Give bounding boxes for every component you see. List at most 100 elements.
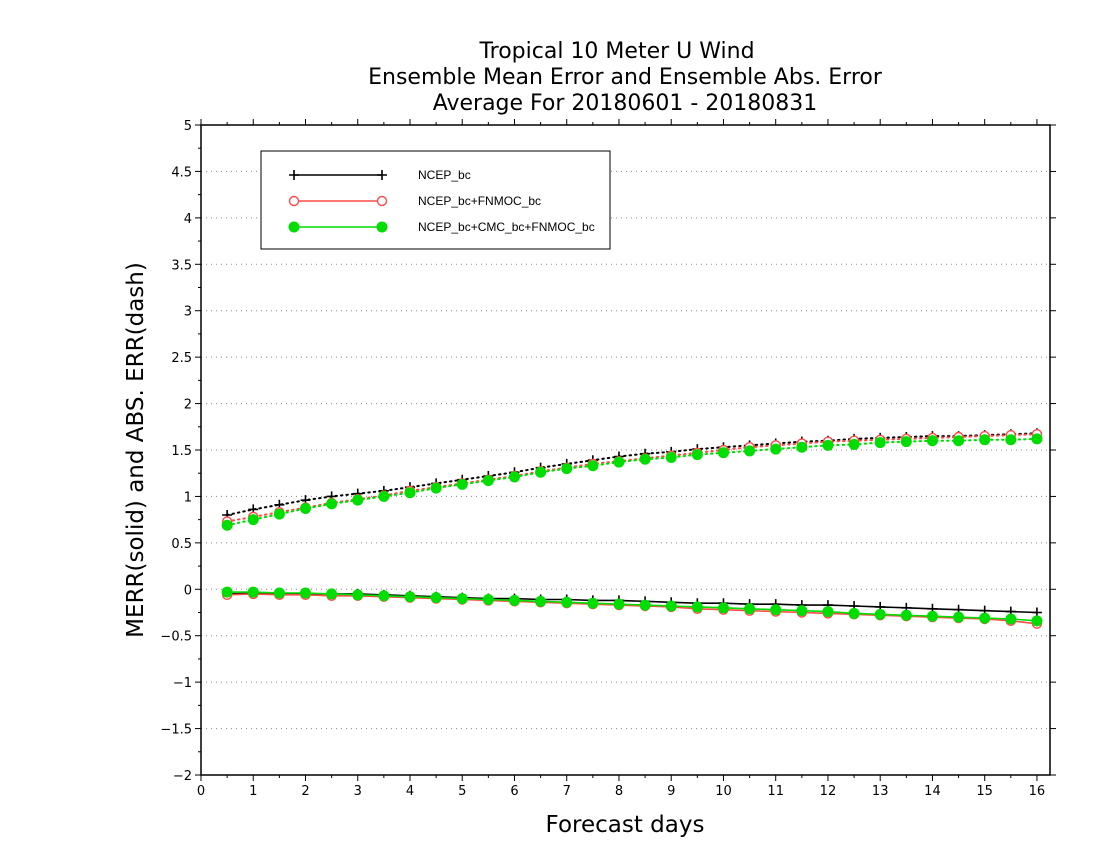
- series-2-abs-err-point: [352, 494, 364, 506]
- series-2-merr-point: [456, 593, 468, 605]
- chart-title-line-2: Ensemble Mean Error and Ensemble Abs. Er…: [368, 65, 883, 90]
- y-tick-label: 3: [184, 305, 192, 320]
- x-tick-label: 6: [510, 784, 518, 799]
- series-2-merr-point: [326, 588, 338, 600]
- series-2-abs-err-point: [665, 451, 677, 463]
- x-tick-label: 9: [667, 784, 675, 799]
- series-2-abs-err-point: [482, 475, 494, 487]
- series-2-merr-point: [979, 612, 991, 624]
- x-axis-label: Forecast days: [546, 812, 705, 838]
- y-tick-label: 0: [184, 583, 192, 598]
- series-2-abs-err-point: [247, 514, 259, 526]
- series-2-merr-point: [926, 610, 938, 622]
- series-2-abs-err-point: [874, 437, 886, 449]
- legend-marker-2: [288, 221, 300, 233]
- grid: [201, 170, 1050, 730]
- series-2-abs-err-point: [953, 435, 965, 447]
- series-2-abs-err-point: [587, 460, 599, 472]
- y-tick-label: 2: [184, 398, 192, 413]
- legend-box: [260, 150, 611, 250]
- series-2-merr-point: [561, 596, 573, 608]
- y-tick-label: −1: [173, 676, 192, 691]
- x-tick-label: 2: [301, 784, 309, 799]
- series-2-merr-point: [535, 595, 547, 607]
- series-1-abs-err-line: [226, 433, 1038, 523]
- series-2-abs-err-point: [430, 482, 442, 494]
- series-2-abs-err-point: [691, 449, 703, 461]
- x-tick-label: 15: [976, 784, 993, 799]
- series-2-merr-point: [953, 611, 965, 623]
- series-2-abs-err-point: [273, 508, 285, 520]
- x-tick-label: 13: [872, 784, 889, 799]
- legend-marker-0: [289, 170, 299, 180]
- y-tick-label: −2: [173, 769, 192, 784]
- series-2-abs-err-point: [979, 434, 991, 446]
- series-2-abs-err-point: [639, 453, 651, 465]
- y-tick-label: 3.5: [171, 258, 192, 273]
- chart-title: Tropical 10 Meter U Wind Ensemble Mean E…: [368, 39, 883, 116]
- series-2-abs-err-point: [404, 487, 416, 499]
- series-2-abs-err-point: [926, 435, 938, 447]
- x-tick-label: 7: [563, 784, 571, 799]
- x-tick-label: 11: [767, 784, 784, 799]
- series-2-merr-point: [508, 594, 520, 606]
- y-tick-label: 1.5: [171, 444, 192, 459]
- series-2-abs-err-point: [613, 456, 625, 468]
- series-0: [222, 428, 1042, 618]
- y-tick-label: 5: [184, 119, 192, 134]
- series-2-merr-point: [352, 589, 364, 601]
- series-2-abs-err-point: [378, 490, 390, 502]
- y-tick-label: 0.5: [171, 537, 192, 552]
- series-2-merr-point: [717, 602, 729, 614]
- series-2-merr-point: [299, 587, 311, 599]
- series-2-merr-point: [404, 591, 416, 603]
- series-2-merr-point: [273, 587, 285, 599]
- series-2-merr-point: [822, 606, 834, 618]
- y-tick-label: 1: [184, 490, 192, 505]
- series-2-abs-err-point: [1005, 434, 1017, 446]
- series-2-merr-point: [613, 598, 625, 610]
- legend-label-2: NCEP_bc+CMC_bc+FNMOC_bc: [418, 220, 595, 234]
- legend-marker-2: [376, 221, 388, 233]
- x-tick-label: 5: [458, 784, 466, 799]
- series-2-merr-point: [900, 609, 912, 621]
- series-2-merr-point: [744, 603, 756, 615]
- y-tick-label: 4: [184, 212, 192, 227]
- series-2-abs-err-point: [744, 445, 756, 457]
- legend-marker-0: [377, 170, 387, 180]
- series-2-merr-point: [378, 590, 390, 602]
- x-tick-label: 8: [615, 784, 623, 799]
- x-tick-label: 16: [1029, 784, 1046, 799]
- x-tick-label: 14: [924, 784, 941, 799]
- series-2-abs-err-point: [848, 438, 860, 450]
- y-axis-label: MERR(solid) and ABS. ERR(dash): [123, 262, 149, 638]
- axes: −2−1.5−1−0.500.511.522.533.544.550 1 2 3 4 5 6…: [160, 119, 1056, 799]
- x-tick-label: 3: [354, 784, 362, 799]
- series-2-merr-point: [482, 594, 494, 605]
- series-2-merr-point: [639, 599, 651, 611]
- series-2-merr-point: [665, 600, 677, 612]
- series-2-abs-err-point: [900, 436, 912, 448]
- x-tick-label: 12: [820, 784, 837, 799]
- series-2-abs-err-point: [561, 463, 573, 475]
- chart-title-line-3: Average For 20180601 - 20180831: [433, 91, 818, 116]
- x-tick-label: 0: [197, 784, 205, 799]
- series-2-merr-point: [874, 608, 886, 620]
- series-2-merr-point: [770, 604, 782, 616]
- legend: NCEP_bc NCEP_bc+FNMOC_bc NCEP_bc+CMC_bc+FN…: [260, 150, 611, 250]
- series-2-merr-point: [848, 607, 860, 619]
- series-2-abs-err-point: [299, 503, 311, 514]
- series-2-merr-point: [221, 586, 233, 598]
- y-tick-label: 4.5: [171, 165, 192, 180]
- y-tick-label: −1.5: [160, 723, 192, 738]
- series-2-abs-err-point: [508, 471, 520, 483]
- series-2-merr-point: [587, 597, 599, 609]
- y-tick-label: 2.5: [171, 351, 192, 366]
- series-2-merr-point: [796, 605, 808, 617]
- series-2-merr-point: [1005, 613, 1017, 625]
- legend-marker-1: [288, 195, 300, 207]
- series-2-merr-point: [430, 592, 442, 604]
- series-2-abs-err-line: [226, 437, 1038, 527]
- series-2: [221, 433, 1043, 627]
